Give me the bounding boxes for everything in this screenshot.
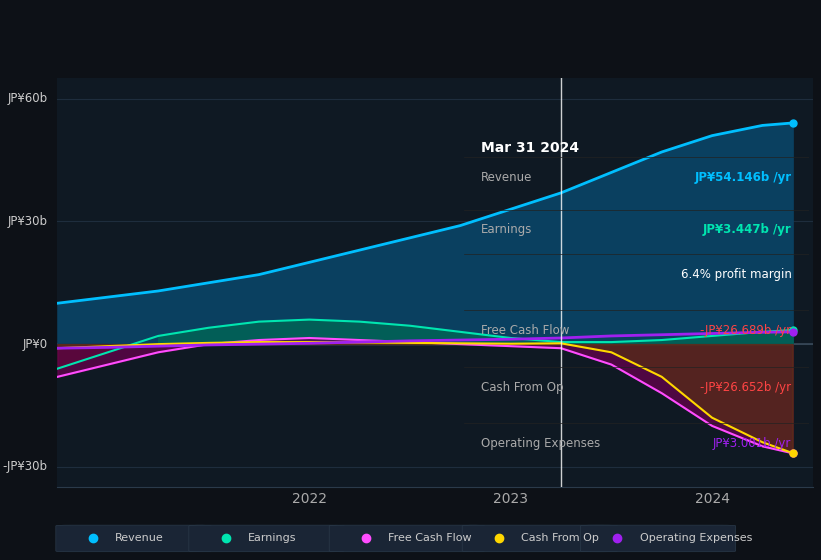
Text: JP¥0: JP¥0 [22, 338, 48, 351]
Text: 6.4% profit margin: 6.4% profit margin [681, 268, 791, 281]
FancyBboxPatch shape [462, 525, 617, 552]
FancyBboxPatch shape [56, 525, 211, 552]
Text: Cash From Op: Cash From Op [521, 533, 599, 543]
Text: Earnings: Earnings [481, 223, 533, 236]
FancyBboxPatch shape [189, 525, 344, 552]
Text: JP¥3.001b /yr: JP¥3.001b /yr [713, 437, 791, 450]
Text: -JP¥26.689b /yr: -JP¥26.689b /yr [700, 324, 791, 337]
Text: JP¥54.146b /yr: JP¥54.146b /yr [695, 171, 791, 184]
Text: Revenue: Revenue [481, 171, 533, 184]
Text: Free Cash Flow: Free Cash Flow [481, 324, 570, 337]
Text: Cash From Op: Cash From Op [481, 381, 563, 394]
Text: JP¥60b: JP¥60b [7, 92, 48, 105]
Text: JP¥3.447b /yr: JP¥3.447b /yr [703, 223, 791, 236]
Text: -JP¥30b: -JP¥30b [2, 460, 48, 473]
Text: Mar 31 2024: Mar 31 2024 [481, 141, 580, 155]
Text: Revenue: Revenue [115, 533, 163, 543]
Text: Operating Expenses: Operating Expenses [640, 533, 752, 543]
Text: Operating Expenses: Operating Expenses [481, 437, 600, 450]
Text: Free Cash Flow: Free Cash Flow [388, 533, 472, 543]
Text: Earnings: Earnings [248, 533, 296, 543]
Text: -JP¥26.652b /yr: -JP¥26.652b /yr [700, 381, 791, 394]
FancyBboxPatch shape [329, 525, 484, 552]
FancyBboxPatch shape [580, 525, 736, 552]
Text: JP¥30b: JP¥30b [7, 215, 48, 228]
